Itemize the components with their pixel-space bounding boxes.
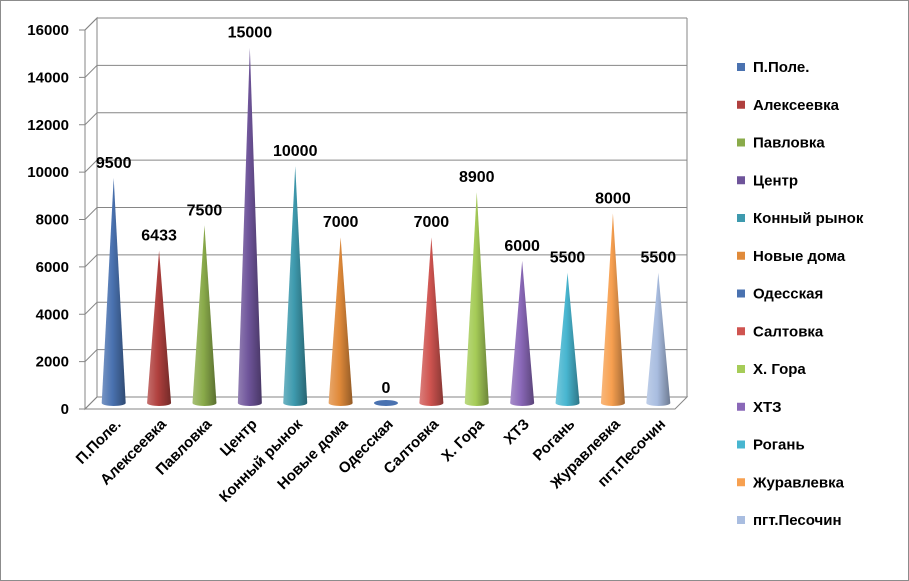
legend-label-6: Одесская xyxy=(753,286,823,303)
y-tick-label: 10000 xyxy=(27,164,69,181)
gridline-side xyxy=(84,254,98,268)
legend-label-1: Алексеевка xyxy=(753,97,840,114)
gridline-side xyxy=(84,207,98,220)
gridline-side xyxy=(84,301,98,315)
category-label-9: ХТЗ xyxy=(501,416,533,448)
legend-swatch-8 xyxy=(737,365,745,373)
legend-swatch-6 xyxy=(737,289,745,298)
data-label-2: 7500 xyxy=(187,202,223,219)
legend-label-4: Конный рынок xyxy=(753,210,864,227)
y-tick-label: 14000 xyxy=(27,69,69,86)
gridline-side xyxy=(84,112,98,126)
cone-7 xyxy=(419,237,444,406)
gridline-side xyxy=(84,396,98,410)
y-tick-label: 0 xyxy=(61,401,69,418)
cone-9 xyxy=(510,260,535,406)
cone-2 xyxy=(192,225,217,406)
legend-label-2: Павловка xyxy=(753,135,825,152)
legend-swatch-9 xyxy=(737,402,745,411)
y-tick-label: 2000 xyxy=(36,354,69,371)
data-label-4: 10000 xyxy=(273,143,318,160)
legend-swatch-4 xyxy=(737,214,745,222)
data-label-0: 9500 xyxy=(96,155,132,172)
cone-10 xyxy=(555,272,580,406)
cone-1 xyxy=(147,250,172,406)
legend-label-8: Х. Гора xyxy=(753,361,806,378)
data-label-9: 6000 xyxy=(504,238,540,255)
data-label-5: 7000 xyxy=(323,214,359,231)
legend-label-9: ХТЗ xyxy=(753,399,782,416)
legend-swatch-12 xyxy=(737,516,745,524)
legend-swatch-2 xyxy=(737,138,745,147)
data-label-6: 0 xyxy=(382,380,391,397)
cone-11 xyxy=(600,213,625,406)
cones xyxy=(101,47,671,406)
legend-label-10: Рогань xyxy=(753,437,805,454)
legend-label-7: Салтовка xyxy=(753,323,824,340)
gridlines xyxy=(84,17,687,410)
legend-label-0: П.Поле. xyxy=(753,59,809,76)
legend-swatch-7 xyxy=(737,327,745,336)
gridline-side xyxy=(84,17,98,31)
gridline-side xyxy=(84,159,98,173)
y-tick-label: 6000 xyxy=(36,259,69,276)
data-label-12: 5500 xyxy=(641,250,677,267)
legend-swatch-0 xyxy=(737,63,745,71)
category-label-3: Центр xyxy=(217,416,261,460)
y-tick-label: 8000 xyxy=(36,212,69,229)
gridline-side xyxy=(84,65,98,78)
legend-swatch-1 xyxy=(737,100,745,109)
data-label-1: 6433 xyxy=(141,228,177,245)
cone-3 xyxy=(237,47,262,406)
data-labels: 9500 6433 7500 15000 10000 7000 0 7000 8900 6000 5… xyxy=(96,25,676,397)
legend-swatch-10 xyxy=(737,440,745,449)
data-label-3: 15000 xyxy=(228,25,273,42)
legend-label-11: Журавлевка xyxy=(752,474,845,491)
legend-label-12: пгт.Песочин xyxy=(753,512,842,529)
category-label-4: Конный рынок xyxy=(216,415,306,505)
cone-4 xyxy=(283,166,308,406)
y-tick-label: 16000 xyxy=(27,22,69,39)
data-label-10: 5500 xyxy=(550,250,586,267)
category-label-8: Х. Гора xyxy=(438,415,488,465)
cone-8 xyxy=(464,192,489,406)
data-label-11: 8000 xyxy=(595,191,631,208)
legend-label-5: Новые дома xyxy=(753,248,846,265)
legend: П.Поле. Алексеевка Павловка Центр Конный рын… xyxy=(737,59,864,529)
legend-swatch-11 xyxy=(737,478,745,487)
y-tick-label: 4000 xyxy=(36,306,69,323)
y-axis: 0 2000 4000 6000 8000 10000 12000 14000 16000 xyxy=(27,22,85,418)
data-label-8: 8900 xyxy=(459,169,495,186)
legend-swatch-3 xyxy=(737,176,745,185)
cone-5 xyxy=(328,237,353,406)
cone-0 xyxy=(101,177,126,406)
plot-walls xyxy=(83,16,689,411)
legend-swatch-5 xyxy=(737,251,745,260)
data-label-7: 7000 xyxy=(414,214,450,231)
legend-label-3: Центр xyxy=(753,172,798,189)
cone-6 xyxy=(374,400,398,406)
gridline-side xyxy=(84,349,98,362)
y-tick-label: 12000 xyxy=(27,117,69,134)
cone-12 xyxy=(646,272,671,406)
